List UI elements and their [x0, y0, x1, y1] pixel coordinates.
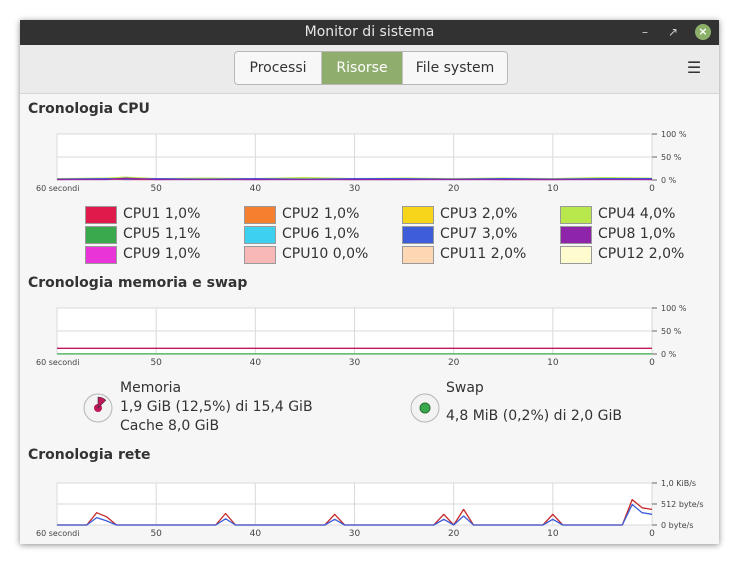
x-tick-label: 0: [649, 358, 655, 368]
tab-resources[interactable]: Risorse: [322, 52, 402, 84]
cpu-color-swatch[interactable]: [85, 206, 117, 224]
x-tick-label: 30: [349, 358, 361, 368]
x-tick-label: 40: [250, 184, 262, 194]
main-menu-button[interactable]: ☰: [683, 58, 705, 78]
cpu-color-swatch[interactable]: [402, 206, 434, 224]
y-tick-label: 50 %: [661, 153, 682, 162]
x-tick-label: 50: [150, 184, 162, 194]
cpu-legend-label: CPU3 2,0%: [440, 206, 518, 222]
view-switcher: Processi Risorse File system: [234, 51, 508, 85]
series-line-out: [57, 503, 653, 526]
maximize-icon: ↗: [667, 25, 679, 39]
x-tick-label: 50: [150, 358, 162, 368]
memory-cache: Cache 8,0 GiB: [120, 418, 220, 434]
cpu-legend-label: CPU1 1,0%: [123, 206, 201, 222]
x-tick-label: 0: [649, 529, 655, 539]
cpu-legend-label: CPU6 1,0%: [282, 226, 360, 242]
x-tick-label: 40: [250, 529, 262, 539]
x-tick-label: 40: [250, 358, 262, 368]
minimize-button[interactable]: –: [636, 23, 654, 41]
app-window: Monitor di sistema – ↗ × Processi Risors…: [20, 20, 719, 544]
y-tick-label: 0 %: [661, 176, 677, 185]
x-tick-label: 10: [547, 358, 559, 368]
y-tick-label: 0 byte/s: [661, 521, 693, 530]
x-tick-label: 20: [448, 529, 460, 539]
network-history-chart: 60 secondi 50 40 30 20 10 0 1,0 KiB/s 512 byte/s…: [36, 479, 704, 539]
x-tick-label: 60 secondi: [36, 529, 79, 538]
titlebar[interactable]: Monitor di sistema – ↗ ×: [20, 20, 719, 45]
minimize-icon: –: [642, 25, 648, 39]
x-tick-label: 60 secondi: [36, 184, 79, 193]
cpu-legend-label: CPU5 1,1%: [123, 226, 201, 242]
y-tick-label: 512 byte/s: [661, 500, 704, 509]
toolbar: Processi Risorse File system ☰: [20, 45, 719, 94]
cpu-color-swatch[interactable]: [85, 246, 117, 264]
cpu-legend-label: CPU4 4,0%: [598, 206, 676, 222]
cpu-history-chart: 60 secondi 50 40 30 20 10 0 100 % 50 % 0 %: [36, 130, 687, 194]
memory-history-chart: 60 secondi 50 40 30 20 10 0 100 % 50 % 0 %: [36, 304, 687, 368]
y-tick-label: 50 %: [661, 327, 682, 336]
close-icon: ×: [698, 25, 708, 38]
x-tick-label: 20: [448, 184, 460, 194]
tab-processes[interactable]: Processi: [235, 52, 322, 84]
memory-label: Memoria: [120, 380, 182, 396]
cpu-legend-label: CPU7 3,0%: [440, 226, 518, 242]
x-tick-label: 30: [349, 184, 361, 194]
tab-file-systems[interactable]: File system: [402, 52, 507, 84]
x-tick-label: 60 secondi: [36, 358, 79, 367]
cpu-color-swatch[interactable]: [560, 206, 592, 224]
x-tick-label: 10: [547, 184, 559, 194]
network-history-title: Cronologia rete: [28, 447, 151, 463]
memory-history-title: Cronologia memoria e swap: [28, 275, 248, 291]
close-button[interactable]: ×: [695, 24, 711, 40]
y-tick-label: 100 %: [661, 304, 687, 313]
cpu-color-swatch[interactable]: [244, 226, 276, 244]
x-tick-label: 0: [649, 184, 655, 194]
cpu-history-title: Cronologia CPU: [28, 101, 150, 117]
memory-pie-icon: [83, 393, 113, 423]
y-tick-label: 100 %: [661, 130, 687, 139]
y-tick-label: 1,0 KiB/s: [661, 479, 696, 488]
swap-label: Swap: [446, 380, 484, 396]
cpu-color-swatch[interactable]: [560, 226, 592, 244]
cpu-legend-label: CPU11 2,0%: [440, 246, 527, 262]
swap-pie-icon: [410, 393, 440, 423]
maximize-button[interactable]: ↗: [664, 23, 682, 41]
cpu-legend-label: CPU10 0,0%: [282, 246, 369, 262]
cpu-legend-label: CPU2 1,0%: [282, 206, 360, 222]
cpu-color-swatch[interactable]: [85, 226, 117, 244]
x-tick-label: 10: [547, 529, 559, 539]
x-tick-label: 20: [448, 358, 460, 368]
cpu-legend-label: CPU9 1,0%: [123, 246, 201, 262]
cpu-legend-label: CPU12 2,0%: [598, 246, 685, 262]
x-tick-label: 30: [349, 529, 361, 539]
cpu-color-swatch[interactable]: [244, 246, 276, 264]
cpu-color-swatch[interactable]: [560, 246, 592, 264]
swap-usage: 4,8 MiB (0,2%) di 2,0 GiB: [446, 408, 622, 424]
window-title: Monitor di sistema: [304, 24, 435, 40]
x-tick-label: 50: [150, 529, 162, 539]
y-tick-label: 0 %: [661, 350, 677, 359]
memory-usage: 1,9 GiB (12,5%) di 15,4 GiB: [120, 399, 313, 415]
cpu-legend-label: CPU8 1,0%: [598, 226, 676, 242]
cpu-color-swatch[interactable]: [402, 246, 434, 264]
cpu-color-swatch[interactable]: [244, 206, 276, 224]
series-line-cpu8: [57, 177, 652, 181]
hamburger-icon: ☰: [686, 58, 702, 77]
cpu-color-swatch[interactable]: [402, 226, 434, 244]
